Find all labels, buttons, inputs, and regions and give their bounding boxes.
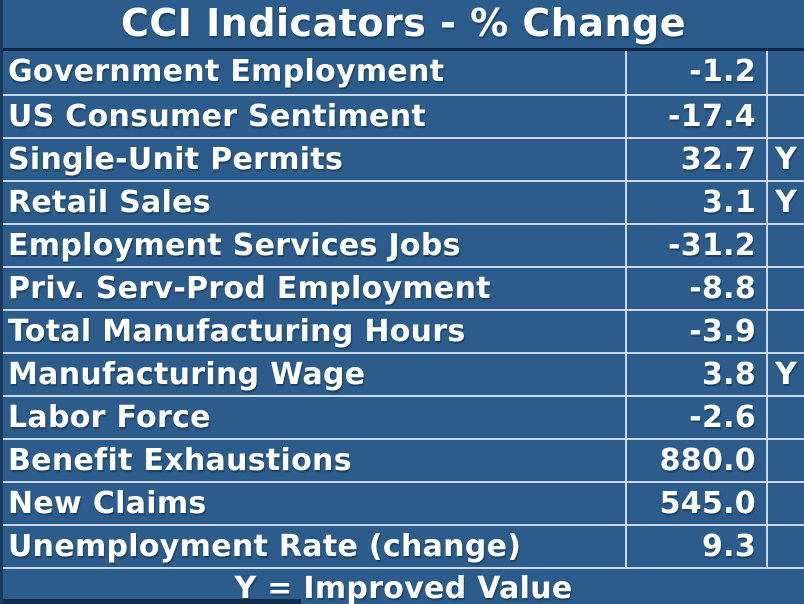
indicator-label: Single-Unit Permits: [8, 142, 344, 177]
table-row: New Claims 545.0: [3, 481, 804, 524]
indicator-value: 9.3: [625, 526, 766, 567]
indicator-value: 3.8: [625, 354, 766, 395]
improved-flag: [766, 225, 804, 266]
table-row: US Consumer Sentiment -17.4: [3, 94, 804, 137]
legend-footnote: Y = Improved Value: [3, 567, 804, 604]
improved-flag: [766, 440, 804, 481]
indicator-label: New Claims: [8, 486, 207, 521]
table-row: Total Manufacturing Hours -3.9: [3, 309, 804, 352]
improved-flag: Y: [766, 354, 804, 395]
improved-flag: [766, 51, 804, 94]
table-row: Employment Services Jobs -31.2: [3, 223, 804, 266]
indicator-value: -3.9: [625, 311, 766, 352]
indicator-value: 32.7: [625, 139, 766, 180]
table-row: Government Employment -1.2: [3, 51, 804, 94]
indicator-value: -17.4: [625, 96, 766, 137]
table-row: Labor Force -2.6: [3, 395, 804, 438]
indicator-label: Unemployment Rate (change): [8, 529, 522, 564]
indicator-label: Retail Sales: [8, 185, 211, 220]
improved-flag: Y: [766, 139, 804, 180]
indicator-label: Benefit Exhaustions: [8, 443, 352, 478]
indicator-value: -2.6: [625, 397, 766, 438]
improved-flag: [766, 483, 804, 524]
indicator-value: -8.8: [625, 268, 766, 309]
improved-flag: [766, 311, 804, 352]
table-row: Priv. Serv-Prod Employment -8.8: [3, 266, 804, 309]
indicator-label: US Consumer Sentiment: [8, 99, 426, 134]
improved-flag: [766, 96, 804, 137]
table-row: Retail Sales 3.1 Y: [3, 180, 804, 223]
indicator-label: Priv. Serv-Prod Employment: [8, 271, 491, 306]
improved-flag: [766, 268, 804, 309]
indicator-value: -1.2: [625, 51, 766, 94]
table-title: CCI Indicators - % Change: [3, 0, 804, 51]
indicator-value: 545.0: [625, 483, 766, 524]
indicator-label: Manufacturing Wage: [8, 357, 366, 392]
improved-flag: Y: [766, 182, 804, 223]
indicator-value: 880.0: [625, 440, 766, 481]
improved-flag: [766, 526, 804, 567]
table-row: Manufacturing Wage 3.8 Y: [3, 352, 804, 395]
indicator-label: Labor Force: [8, 400, 211, 435]
indicator-value: -31.2: [625, 225, 766, 266]
improved-flag: [766, 397, 804, 438]
table-row: Benefit Exhaustions 880.0: [3, 438, 804, 481]
indicator-label: Employment Services Jobs: [8, 228, 461, 263]
indicator-value: 3.1: [625, 182, 766, 223]
bottom-edge-shadow: [3, 599, 301, 604]
indicator-label: Government Employment: [8, 54, 445, 89]
indicator-label: Total Manufacturing Hours: [8, 314, 466, 349]
table-row: Unemployment Rate (change) 9.3: [3, 524, 804, 567]
table-row: Single-Unit Permits 32.7 Y: [3, 137, 804, 180]
